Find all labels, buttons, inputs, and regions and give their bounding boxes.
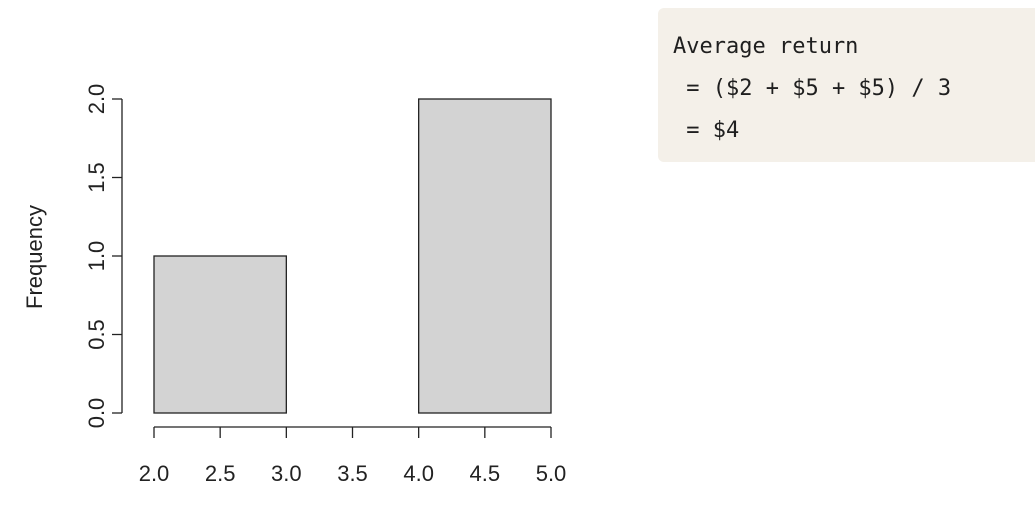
y-tick-label-2: 1.0: [84, 241, 109, 272]
x-tick-label-5: 4.5: [470, 461, 501, 486]
x-tick-label-2: 3.0: [271, 461, 302, 486]
y-tick-label-4: 2.0: [84, 84, 109, 115]
x-tick-label-6: 5.0: [536, 461, 567, 486]
x-tick-label-3: 3.5: [337, 461, 368, 486]
x-tick-label-0: 2.0: [139, 461, 170, 486]
x-tick-label-1: 2.5: [205, 461, 236, 486]
y-axis: 0.0 0.5 1.0 1.5 2.0: [84, 84, 123, 429]
y-tick-label-3: 1.5: [84, 162, 109, 193]
x-axis: 2.0 2.5 3.0 3.5 4.0 4.5 5.0: [139, 426, 567, 486]
calculation-box: Average return = ($2 + $5 + $5) / 3 = $4: [658, 8, 1035, 162]
y-tick-label-1: 0.5: [84, 319, 109, 350]
y-tick-label-0: 0.0: [84, 398, 109, 429]
calculation-line-formula: = ($2 + $5 + $5) / 3: [673, 76, 952, 101]
y-axis-label: Frequency: [22, 205, 47, 309]
calculation-line-result: = $4: [673, 118, 740, 143]
histogram-bars: [153, 98, 552, 414]
x-tick-label-4: 4.0: [403, 461, 434, 486]
histogram-chart: 0.0 0.5 1.0 1.5 2.0 2.0 2.5 3.0 3.5 4.0 4.5 5.0 Fr…: [22, 84, 567, 486]
calculation-line-title: Average return: [673, 34, 859, 59]
histogram-bar-0: [153, 255, 287, 414]
histogram-bar-2: [418, 98, 552, 414]
